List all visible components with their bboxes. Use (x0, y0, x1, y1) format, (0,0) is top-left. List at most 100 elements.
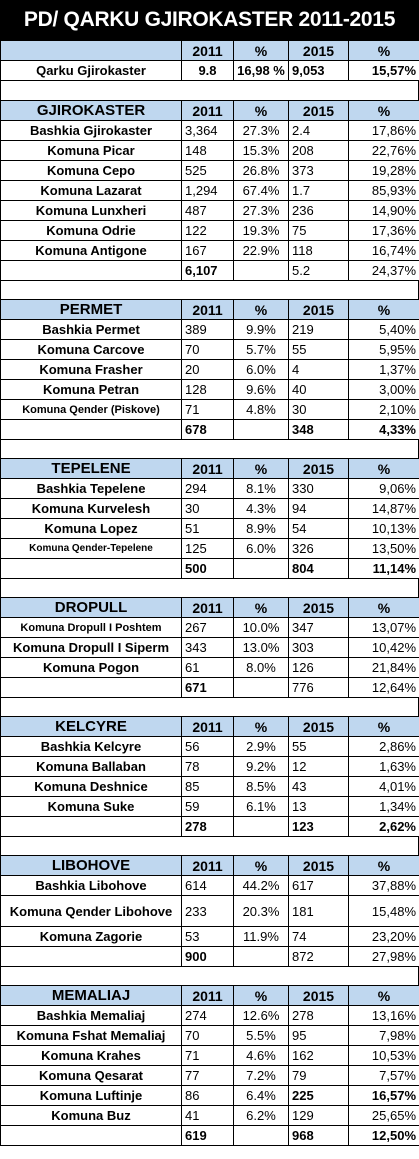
total-2015: 872 (288, 946, 349, 967)
section-spacer (0, 440, 419, 458)
section-name: MEMALIAJ (0, 985, 182, 1006)
row-pct-2015: 17,86% (348, 120, 419, 141)
row-2015: 162 (288, 1045, 349, 1066)
row-pct-2011: 8.9% (233, 518, 289, 539)
qarku-pct-2011: 16,98 % (233, 60, 289, 81)
table-row: Komuna Frasher 20 6.0% 4 1,37% (0, 359, 419, 380)
total-blank (0, 816, 182, 837)
row-name: Komuna Qender (Piskove) (0, 399, 182, 420)
row-2011: 267 (181, 617, 234, 638)
row-pct-2015: 13,07% (348, 617, 419, 638)
qarku-name: Qarku Gjirokaster (0, 60, 182, 81)
row-pct-2015: 1,63% (348, 756, 419, 777)
section-header-row: TEPELENE 2011% 2015% (0, 458, 419, 479)
section-name: PERMET (0, 299, 182, 320)
row-2015: 118 (288, 240, 349, 261)
row-2011: 122 (181, 220, 234, 241)
row-name: Komuna Qesarat (0, 1065, 182, 1086)
qarku-2011: 9.8 (181, 60, 234, 81)
row-pct-2011: 19.3% (233, 220, 289, 241)
row-2015: 617 (288, 875, 349, 896)
row-pct-2015: 22,76% (348, 140, 419, 161)
total-2011: 671 (181, 677, 234, 698)
header-2011: 2011 (181, 855, 234, 876)
header-2015: 2015 (288, 40, 349, 61)
row-name: Komuna Suke (0, 796, 182, 817)
row-2011: 343 (181, 637, 234, 658)
row-pct-2011: 4.6% (233, 1045, 289, 1066)
row-pct-2015: 7,57% (348, 1065, 419, 1086)
row-2011: 78 (181, 756, 234, 777)
table-row: Komuna Dropull I Poshtem 267 10.0% 347 13,07… (0, 617, 419, 638)
section-header-row: LIBOHOVE 2011% 2015% (0, 855, 419, 876)
header-pct-2015: % (348, 458, 419, 479)
header-pct-2015: % (348, 40, 419, 61)
row-2015: 13 (288, 796, 349, 817)
row-pct-2011: 11.9% (233, 926, 289, 947)
total-blank (0, 677, 182, 698)
table-row: Komuna Lunxheri 487 27.3% 236 14,90% (0, 200, 419, 221)
row-2015: 219 (288, 319, 349, 340)
total-blank (0, 419, 182, 440)
row-name: Komuna Zagorie (0, 926, 182, 947)
row-pct-2015: 14,90% (348, 200, 419, 221)
row-pct-2011: 27.3% (233, 120, 289, 141)
total-2015: 776 (288, 677, 349, 698)
table-row: Komuna Qender (Piskove) 71 4.8% 30 2,10% (0, 399, 419, 420)
row-pct-2011: 15.3% (233, 140, 289, 161)
total-pct-2011-blank (233, 816, 289, 837)
row-2011: 1,294 (181, 180, 234, 201)
row-2015: 225 (288, 1085, 349, 1106)
section-header-row: GJIROKASTER 2011% 2015% (0, 100, 419, 121)
row-pct-2015: 13,50% (348, 538, 419, 559)
section-header-row: PERMET 2011% 2015% (0, 299, 419, 320)
row-2011: 71 (181, 1045, 234, 1066)
row-name: Bashkia Tepelene (0, 478, 182, 499)
total-2015: 5.2 (288, 260, 349, 281)
row-pct-2015: 25,65% (348, 1105, 419, 1126)
row-2011: 86 (181, 1085, 234, 1106)
table-row: Bashkia Memaliaj 274 12.6% 278 13,16% (0, 1005, 419, 1026)
header-2015: 2015 (288, 458, 349, 479)
table-row: Komuna Dropull I Siperm 343 13.0% 303 10,42% (0, 637, 419, 658)
qarku-pct-2015: 15,57% (348, 60, 419, 81)
table-row: Komuna Petran 128 9.6% 40 3,00% (0, 379, 419, 400)
section-name: TEPELENE (0, 458, 182, 479)
row-pct-2015: 21,84% (348, 657, 419, 678)
row-pct-2011: 6.4% (233, 1085, 289, 1106)
row-2015: 326 (288, 538, 349, 559)
section-name: DROPULL (0, 597, 182, 618)
total-pct-2015: 12,64% (348, 677, 419, 698)
row-2015: 74 (288, 926, 349, 947)
row-name: Komuna Deshnice (0, 776, 182, 797)
section-name: LIBOHOVE (0, 855, 182, 876)
total-pct-2011-blank (233, 677, 289, 698)
row-name: Komuna Lopez (0, 518, 182, 539)
row-2011: 125 (181, 538, 234, 559)
table-row: Komuna Cepo 525 26.8% 373 19,28% (0, 160, 419, 181)
row-2011: 487 (181, 200, 234, 221)
row-name: Komuna Petran (0, 379, 182, 400)
table-row: Komuna Lopez 51 8.9% 54 10,13% (0, 518, 419, 539)
row-2015: 236 (288, 200, 349, 221)
row-2011: 53 (181, 926, 234, 947)
section-table-libohove: LIBOHOVE 2011% 2015% Bashkia Libohove 614 44.… (0, 855, 419, 967)
header-2011: 2011 (181, 716, 234, 737)
row-2011: 274 (181, 1005, 234, 1026)
row-2015: 4 (288, 359, 349, 380)
section-header-row: KELCYRE 2011% 2015% (0, 716, 419, 737)
row-name: Bashkia Libohove (0, 875, 182, 896)
row-name: Bashkia Permet (0, 319, 182, 340)
row-pct-2011: 8.1% (233, 478, 289, 499)
header-2015: 2015 (288, 597, 349, 618)
total-blank (0, 558, 182, 579)
sections-container: GJIROKASTER 2011% 2015% Bashkia Gjirokaster… (0, 81, 419, 1146)
row-2015: 1.7 (288, 180, 349, 201)
table-row: Komuna Fshat Memaliaj 70 5.5% 95 7,98% (0, 1025, 419, 1046)
row-name: Komuna Odrie (0, 220, 182, 241)
header-pct-2011: % (233, 100, 289, 121)
section-table-kelcyre: KELCYRE 2011% 2015% Bashkia Kelcyre 56 2.9% 55… (0, 716, 419, 837)
row-2011: 51 (181, 518, 234, 539)
row-2011: 77 (181, 1065, 234, 1086)
